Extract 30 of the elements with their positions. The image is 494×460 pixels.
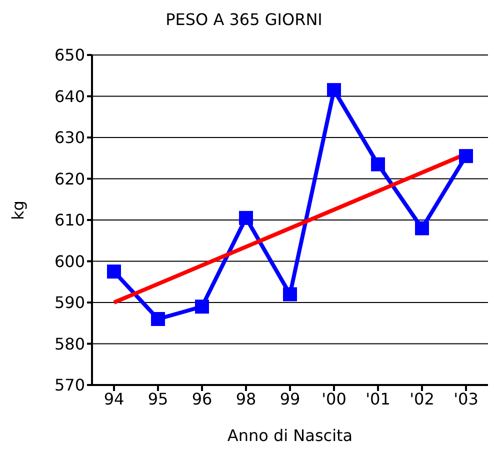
point [195, 300, 209, 314]
x-tick-label: '03 [454, 389, 478, 408]
point [327, 83, 341, 98]
x-axis-title: Anno di Nascita [227, 426, 353, 445]
x-tick-label: '02 [410, 389, 434, 408]
x-tick-label: '00 [322, 389, 346, 408]
x-tick-label: 99 [280, 389, 300, 408]
y-tick-label: 620 [54, 169, 85, 188]
y-tick-label: 570 [54, 376, 85, 395]
point [107, 264, 121, 279]
y-axis-title: kg [8, 200, 28, 220]
x-tick-label: 94 [104, 389, 124, 408]
x-tick-label: 95 [148, 389, 168, 408]
point [283, 287, 297, 302]
y-tick-label: 580 [54, 334, 85, 354]
point [459, 149, 473, 164]
y-tick-label: 590 [54, 293, 85, 312]
x-tick-label: 98 [236, 389, 256, 408]
x-tick-label: '01 [366, 389, 390, 408]
chart-title: PESO A 365 GIORNI [164, 10, 324, 29]
y-tick-label: 650 [54, 46, 85, 65]
y-tick-label: 630 [54, 128, 85, 148]
point [239, 210, 253, 225]
point [415, 221, 429, 236]
point [151, 312, 165, 326]
y-tick-label: 610 [54, 210, 85, 230]
x-tick-label: 96 [192, 389, 212, 408]
y-tick-label: 600 [54, 252, 85, 271]
point [371, 157, 385, 172]
y-tick-label: 640 [54, 86, 85, 106]
